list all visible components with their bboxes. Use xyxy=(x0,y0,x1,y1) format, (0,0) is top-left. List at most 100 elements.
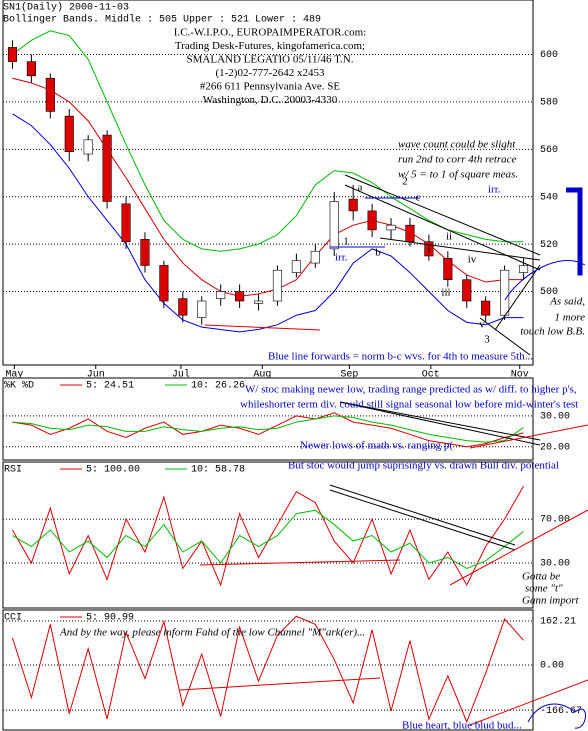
candle-body xyxy=(518,265,529,273)
trend-line xyxy=(469,679,588,726)
candle-body xyxy=(405,224,415,243)
y-tick-label: 30.00 xyxy=(540,559,570,570)
trend-line xyxy=(479,317,531,356)
info-line: SMALAND LEGATIO 05/11/46 T.N. xyxy=(187,54,354,66)
candle-body xyxy=(7,47,18,62)
annotation: w/ 5 = to 1 of square meas. xyxy=(398,169,518,181)
candle-body xyxy=(272,269,283,302)
annotation: i xyxy=(427,244,430,256)
candle-body xyxy=(253,300,264,304)
candle-body xyxy=(216,291,226,299)
y-tick-label: 600 xyxy=(540,50,558,61)
trend-line xyxy=(339,401,541,446)
y-tick-label: 580 xyxy=(540,98,558,109)
candle-body xyxy=(500,269,510,316)
legend-label: CCI xyxy=(4,613,22,624)
candle-body xyxy=(26,61,36,77)
candle-body xyxy=(121,203,131,243)
trend-line xyxy=(329,484,516,546)
legend-entry: 5: 24.51 xyxy=(86,381,134,392)
annotation: iv xyxy=(468,254,477,266)
y-tick-label: 540 xyxy=(540,192,558,203)
trend-line xyxy=(344,174,541,256)
y-tick-label: 20.00 xyxy=(540,442,570,453)
x-tick-label: May xyxy=(5,370,23,381)
legend-entry: 10: 26.26 xyxy=(191,381,245,392)
panel-frame xyxy=(2,377,534,461)
annotation: Blue line forwards = norm b-c wvs. for 4… xyxy=(268,351,533,363)
candle-body xyxy=(386,224,396,231)
indicator-line xyxy=(12,77,524,297)
trend-line xyxy=(199,559,401,566)
trend-line xyxy=(449,509,588,586)
indicator-line xyxy=(12,509,524,570)
symbol-title: SN1(Daily) 2000-11-03 xyxy=(3,2,129,14)
annotation: b xyxy=(375,247,381,259)
annotation: wave count could be slight xyxy=(398,139,516,151)
panel-frame xyxy=(2,461,534,609)
candle-body xyxy=(462,279,472,302)
candle-body xyxy=(235,291,245,302)
trend-line xyxy=(379,237,541,261)
annotation: run 2nd to corr 4th retrace xyxy=(398,154,517,166)
candle-body xyxy=(140,239,150,266)
trend-line xyxy=(179,677,381,691)
panel-frame xyxy=(2,609,534,731)
annotation: W/ stoc making newer low, trading range … xyxy=(245,384,577,396)
trend-line xyxy=(204,324,321,331)
annotation: 3 xyxy=(484,334,490,346)
candle-body xyxy=(83,139,93,155)
annotation: 2 xyxy=(402,176,408,188)
legend-label: %K %D xyxy=(4,381,34,392)
annotation: some "t" xyxy=(525,583,563,595)
info-line: Washington, D.C. 20003-4330 xyxy=(203,94,338,106)
indicator-line xyxy=(11,615,524,724)
info-line: Trading Desk-Futures, kingofamerica.com; xyxy=(175,40,365,52)
y-tick-label: 30.00 xyxy=(540,412,570,423)
indicator-line xyxy=(12,113,524,333)
candle-body xyxy=(159,265,169,302)
candle-body xyxy=(424,241,434,257)
info-line: (1-2)02-777-2642 x2453 xyxy=(215,67,325,79)
indicator-line xyxy=(12,415,524,443)
trend-line xyxy=(339,401,541,441)
legend-label: RSI xyxy=(4,465,22,476)
bracket xyxy=(566,187,583,276)
annotation: Blue heart, blue blud bud... xyxy=(402,720,522,731)
candle-body xyxy=(348,198,358,212)
legend-entry: 5: 90.99 xyxy=(86,613,134,624)
annotation: ii xyxy=(446,231,452,243)
candle-body xyxy=(310,250,320,264)
y-tick-label: 520 xyxy=(540,240,558,251)
annotation: a xyxy=(358,182,363,194)
x-tick-label: Sep xyxy=(340,370,358,381)
annotation: iii xyxy=(441,287,450,299)
annotation: touch low B.B. xyxy=(520,326,585,338)
annotation: irr. xyxy=(335,252,348,264)
annotation: 1 xyxy=(343,236,349,248)
annotation: c xyxy=(416,192,421,204)
candle-body xyxy=(178,298,188,316)
candle-body xyxy=(197,300,207,318)
annotation: irr. xyxy=(488,184,501,196)
trend-line xyxy=(469,424,588,449)
y-tick-label: 0.00 xyxy=(540,661,564,672)
annotation: v xyxy=(479,319,485,331)
x-tick-label: Jun xyxy=(87,370,105,381)
candle-body xyxy=(45,77,55,112)
annotation: Newer lows of math vs. ranging p( xyxy=(300,440,453,452)
y-tick-label: 500 xyxy=(540,287,558,298)
annotation: And by the way, please inform Fahd of th… xyxy=(59,627,365,639)
trend-line xyxy=(329,489,516,551)
indicator-title: Bollinger Bands. Middle : 505 Upper : 52… xyxy=(3,14,321,26)
x-tick-label: Jul xyxy=(172,369,190,381)
legend-entry: 10: 58.78 xyxy=(191,465,245,476)
x-tick-label: Nov xyxy=(511,370,529,381)
y-tick-label: 560 xyxy=(540,145,558,156)
candle-body xyxy=(443,258,453,280)
annotation: Gann import xyxy=(522,595,579,607)
trend-line xyxy=(494,264,541,331)
candle-body xyxy=(102,134,112,202)
y-tick-label: 162.21 xyxy=(540,617,576,628)
